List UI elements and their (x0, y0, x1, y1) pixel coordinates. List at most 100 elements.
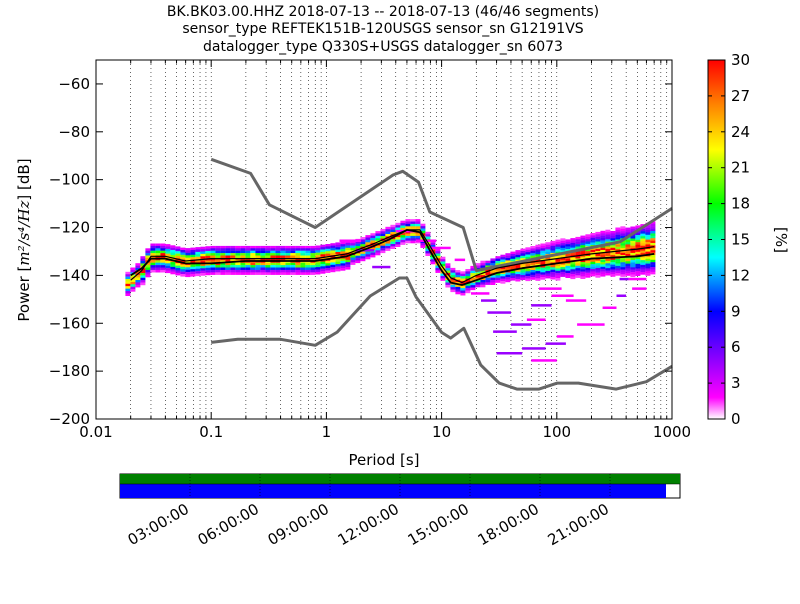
heatmap-cell (339, 239, 362, 242)
heatmap-cell (650, 259, 656, 263)
heatmap-cell (165, 248, 171, 252)
heatmap-cell (625, 268, 631, 271)
heatmap-cell (255, 245, 261, 249)
heatmap-cell (580, 271, 586, 275)
heatmap-cell (345, 259, 351, 263)
heatmap-cell (400, 223, 406, 226)
colorbar-tick-label: 30 (731, 51, 750, 69)
heatmap-cell (565, 253, 571, 257)
heatmap-cell (305, 269, 311, 273)
heatmap-cell (320, 244, 326, 248)
heatmap-cell (625, 254, 631, 257)
heatmap-cell (275, 262, 281, 266)
heatmap-cell (645, 227, 651, 231)
heatmap-cell (470, 270, 476, 274)
heatmap-cell (540, 257, 546, 261)
heatmap-cell (305, 255, 311, 259)
heatmap-cell (285, 248, 291, 251)
heatmap-cell (635, 235, 641, 238)
heatmap-cell (250, 267, 256, 271)
heatmap-cell (560, 240, 566, 244)
heatmap-cell (235, 253, 241, 256)
heatmap-cell (590, 273, 596, 277)
heatmap-cell (240, 267, 246, 271)
heatmap-cell (645, 251, 651, 255)
heatmap-cell (560, 267, 566, 270)
heatmap-cell (205, 265, 211, 268)
heatmap-cell (440, 268, 446, 272)
heatmap-cell (615, 268, 621, 271)
heatmap-cell (330, 269, 336, 273)
heatmap-cell (440, 275, 446, 279)
heatmap-cell (130, 284, 136, 287)
heatmap-cell (305, 253, 311, 256)
heatmap-cell (205, 248, 211, 252)
heatmap-cell (450, 270, 456, 273)
heatmap-cell (260, 255, 266, 259)
heatmap-cell (210, 265, 216, 268)
heatmap-cell (560, 259, 566, 263)
heatmap-cell (595, 231, 601, 235)
heatmap-cell (130, 279, 136, 283)
heatmap-cell (545, 271, 551, 274)
heatmap-cell (275, 245, 281, 249)
heatmap-cell (240, 255, 246, 259)
timeline-tick-label: 09:00:00 (265, 500, 332, 549)
heatmap-cell (285, 267, 291, 271)
heatmap-cell (635, 259, 641, 262)
heatmap-cell (395, 227, 401, 231)
heatmap-cell (650, 247, 656, 251)
heatmap-cell (375, 252, 381, 256)
heatmap-cell (460, 292, 466, 296)
heatmap-cell (595, 260, 601, 264)
heatmap-cell (140, 258, 146, 262)
heatmap-cell (510, 254, 516, 257)
heatmap-cell (165, 265, 171, 269)
heatmap-cell (245, 272, 251, 275)
heatmap-cell (580, 266, 586, 270)
heatmap-cell (620, 233, 626, 237)
heatmap-cell (370, 252, 376, 255)
heatmap-cell (230, 255, 236, 259)
colorbar-tick-label: 9 (731, 302, 741, 320)
heatmap-cell (630, 262, 636, 266)
heatmap-cell (295, 269, 301, 273)
heatmap-cell (180, 250, 186, 253)
heatmap-cell (165, 246, 171, 250)
heatmap-cell (480, 284, 486, 288)
heatmap-cell (465, 288, 471, 291)
heatmap-cell (585, 272, 591, 276)
heatmap-cell (265, 272, 271, 275)
heatmap-cell (230, 248, 236, 251)
chart-title-line-2: sensor_type REFTEK151B-120USGS sensor_sn… (182, 21, 583, 37)
heatmap-cell (240, 248, 246, 251)
heatmap-cell (285, 255, 291, 259)
heatmap-cell (390, 239, 396, 242)
heatmap-cell (125, 274, 131, 277)
heatmap-cell (570, 245, 576, 248)
heatmap-cell (380, 236, 386, 239)
heatmap-cell (285, 253, 291, 256)
heatmap-cell (540, 265, 546, 268)
heatmap-cell (535, 268, 541, 272)
colorbar-tick-label: 0 (731, 410, 741, 428)
heatmap-cell (445, 270, 451, 274)
heatmap-cell (595, 236, 601, 240)
heatmap-cell (395, 244, 401, 247)
heatmap-cell (330, 264, 336, 268)
heatmap-cell (405, 221, 411, 225)
heatmap-cell (540, 272, 546, 275)
curves (130, 157, 673, 391)
heatmap-cell (535, 278, 541, 281)
heatmap-cell (520, 258, 526, 261)
heatmap-cell (615, 227, 621, 231)
heatmap-cell (510, 251, 516, 255)
heatmap-cell (511, 323, 532, 326)
heatmap-cell (290, 269, 296, 273)
heatmap-cell (325, 270, 331, 273)
heatmap-cell (135, 263, 141, 266)
heatmap-cell (560, 250, 566, 253)
heatmap-cell (130, 289, 136, 292)
heatmap-cell (505, 272, 511, 275)
heatmap-cell (245, 267, 251, 271)
